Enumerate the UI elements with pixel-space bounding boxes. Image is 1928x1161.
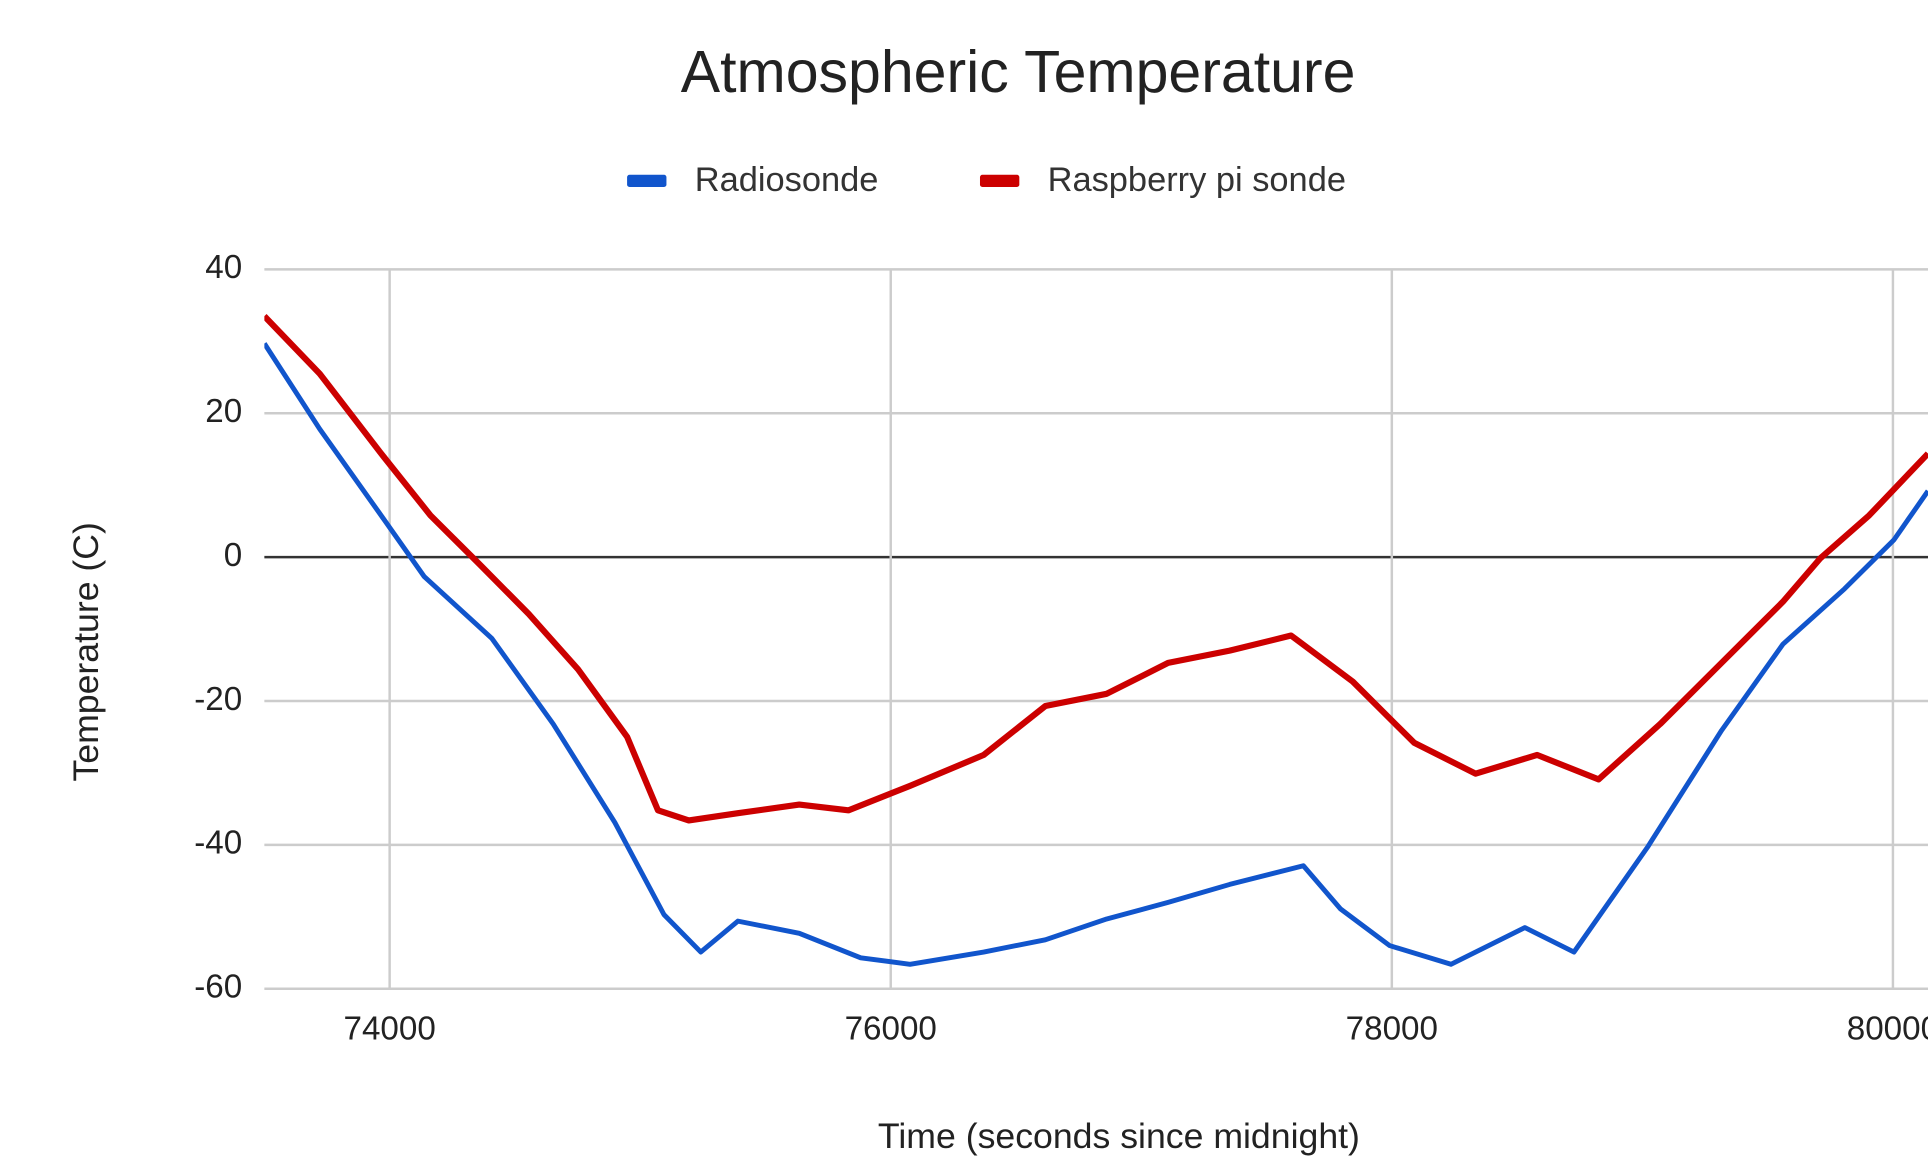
x-tick-label: 76000 [845,1010,937,1047]
y-tick-label: -60 [194,968,242,1005]
x-tick-label: 80000 [1847,1010,1928,1047]
y-tick-label: -40 [194,825,242,862]
x-tick-label: 78000 [1346,1010,1438,1047]
y-tick-label: 0 [224,537,242,574]
y-tick-label: -20 [194,681,242,718]
legend-label: Radiosonde [695,161,879,199]
legend-swatch [627,174,667,188]
series-line [264,314,1928,824]
y-tick-label: 40 [205,249,242,286]
y-axis-title: Temperature (C) [66,522,106,781]
x-axis-title: Time (seconds since midnight) [878,1116,1360,1156]
legend-label: Raspberry pi sonde [1048,161,1346,199]
chart-title: Atmospheric Temperature [681,39,1356,105]
y-tick-label: 20 [205,393,242,430]
series-line [264,342,1928,967]
legend-swatch [979,174,1020,188]
plot-area [264,314,1928,967]
x-tick-label: 74000 [343,1010,435,1047]
